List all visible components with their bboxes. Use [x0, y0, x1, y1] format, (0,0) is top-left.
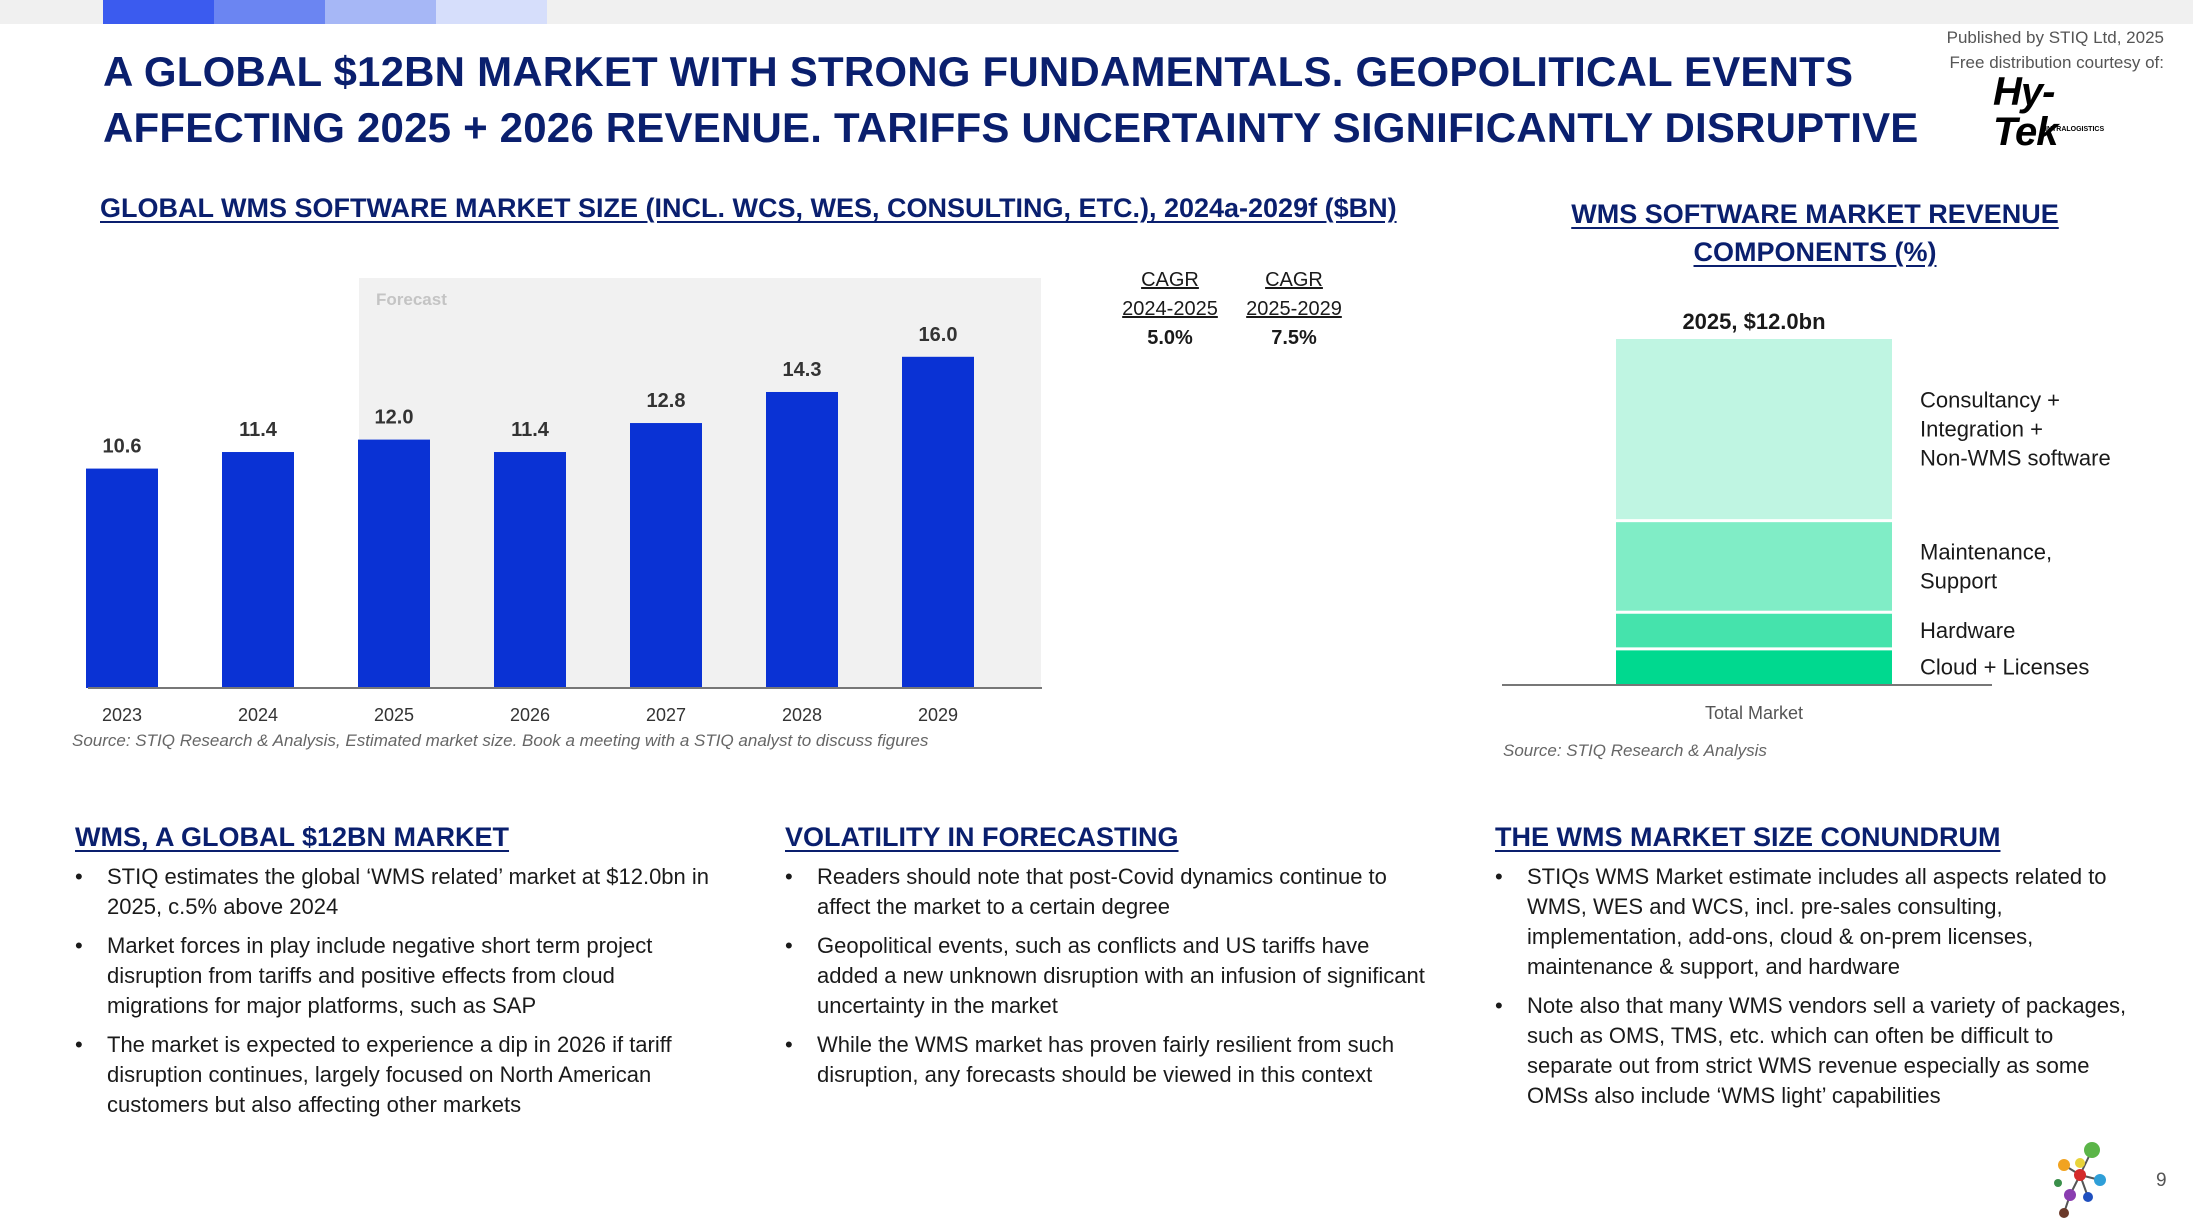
stack-segment: [1616, 650, 1892, 684]
bar-value-label: 10.6: [103, 436, 142, 458]
title-line-1: A GLOBAL $12BN MARKET WITH STRONG FUNDAM…: [103, 48, 1854, 95]
list-item: STIQ estimates the global ‘WMS related’ …: [75, 862, 715, 922]
col1-heading: WMS, A GLOBAL $12BN MARKET: [75, 822, 510, 852]
x-tick-label: 2027: [646, 705, 686, 725]
cagr-value: 7.5%: [1271, 327, 1317, 349]
bar-value-label: 12.8: [647, 390, 686, 412]
x-tick-label: 2025: [374, 705, 414, 725]
list-item: Readers should note that post-Covid dyna…: [785, 862, 1425, 922]
list-item: While the WMS market has proven fairly r…: [785, 1030, 1425, 1090]
stacked-x-tick-label: Total Market: [1705, 703, 1803, 723]
market-size-chart-heading: GLOBAL WMS SOFTWARE MARKET SIZE (INCL. W…: [100, 193, 1397, 223]
market-size-bar-chart: Forecast 10.6 2023 11.4 2024 12.0 2025 11.4 202…: [86, 278, 1042, 725]
revenue-components-heading: WMS SOFTWARE MARKET REVENUE COMPONENTS (…: [1571, 199, 2059, 267]
top-progress-bar: [0, 0, 2193, 24]
right-chart-source: Source: STIQ Research & Analysis: [1503, 741, 1767, 760]
col1-bullets: STIQ estimates the global ‘WMS related’ …: [75, 862, 715, 1129]
list-item: The market is expected to experience a d…: [75, 1030, 715, 1120]
segment-label: Cloud + Licenses: [1920, 655, 2089, 680]
top-bar-segment-3: [325, 0, 436, 24]
page-number: 9: [2156, 1170, 2167, 1191]
bar: [86, 468, 158, 688]
stacked-chart-title: 2025, $12.0bn: [1682, 309, 1825, 334]
list-item: Note also that many WMS vendors sell a v…: [1495, 991, 2135, 1111]
x-tick-label: 2023: [102, 705, 142, 725]
cagr-period: 2024-2025: [1122, 298, 1218, 320]
col3-bullets: STIQs WMS Market estimate includes all a…: [1495, 862, 2135, 1120]
cagr-2025-2029: CAGR 2025-2029 7.5%: [1234, 266, 1354, 353]
published-by: Published by STIQ Ltd, 2025: [1946, 28, 2164, 47]
bar: [494, 452, 566, 688]
bar: [358, 439, 430, 688]
hytek-logo: Hy-Tek INTRALOGISTICS: [1993, 72, 2113, 152]
bar: [902, 356, 974, 688]
top-bar-segment-4: [436, 0, 547, 24]
bar: [766, 391, 838, 688]
list-item: Geopolitical events, such as conflicts a…: [785, 931, 1425, 1021]
segment-label: Consultancy +: [1920, 388, 2060, 413]
cagr-value: 5.0%: [1147, 327, 1193, 349]
segment-label: Support: [1920, 568, 1997, 593]
cagr-label: CAGR: [1265, 269, 1323, 291]
logo-subtext: INTRALOGISTICS: [2045, 126, 2105, 133]
bar-value-label: 12.0: [375, 407, 414, 429]
forecast-label: Forecast: [376, 290, 447, 309]
col2-bullets: Readers should note that post-Covid dyna…: [785, 862, 1425, 1099]
courtesy-text: Free distribution courtesy of:: [1949, 53, 2164, 72]
segment-label: Non-WMS software: [1920, 446, 2111, 471]
list-item: Market forces in play include negative s…: [75, 931, 715, 1021]
stack-segment: [1616, 613, 1892, 648]
cagr-period: 2025-2029: [1246, 298, 1342, 320]
stack-segment: [1616, 339, 1892, 520]
x-tick-label: 2026: [510, 705, 550, 725]
title-line-2: AFFECTING 2025 + 2026 REVENUE. TARIFFS U…: [103, 104, 1919, 151]
bar: [630, 423, 702, 688]
segment-label: Maintenance,: [1920, 539, 2052, 564]
stack-segment: [1616, 522, 1892, 611]
bar-value-label: 14.3: [783, 359, 822, 381]
bar-value-label: 11.4: [511, 419, 550, 441]
publisher-note: Published by STIQ Ltd, 2025 Free distrib…: [1947, 25, 2164, 75]
left-chart-source: Source: STIQ Research & Analysis, Estima…: [72, 731, 929, 750]
segment-label: Hardware: [1920, 618, 2015, 643]
x-tick-label: 2028: [782, 705, 822, 725]
stiq-molecule-logo: [2054, 1142, 2106, 1218]
x-tick-label: 2029: [918, 705, 958, 725]
bar-value-label: 11.4: [239, 419, 278, 441]
list-item: STIQs WMS Market estimate includes all a…: [1495, 862, 2135, 982]
col2-heading: VOLATILITY IN FORECASTING: [785, 822, 1179, 852]
cagr-2024-2025: CAGR 2024-2025 5.0%: [1110, 266, 1230, 353]
logo-text: Hy-Tek: [1993, 70, 2058, 154]
col3-heading: THE WMS MARKET SIZE CONUNDRUM: [1495, 822, 2001, 852]
top-bar-segment-2: [214, 0, 325, 24]
segment-label: Integration +: [1920, 417, 2043, 442]
x-tick-label: 2024: [238, 705, 278, 725]
cagr-label: CAGR: [1141, 269, 1199, 291]
bar-value-label: 16.0: [919, 324, 958, 346]
revenue-components-stacked-chart: 2025, $12.0bn Cloud + Licenses Hardware Ma…: [1502, 309, 2111, 723]
page-title: A GLOBAL $12BN MARKET WITH STRONG FUNDAM…: [103, 44, 1919, 156]
bar: [222, 452, 294, 688]
top-bar-segment-1: [103, 0, 214, 24]
